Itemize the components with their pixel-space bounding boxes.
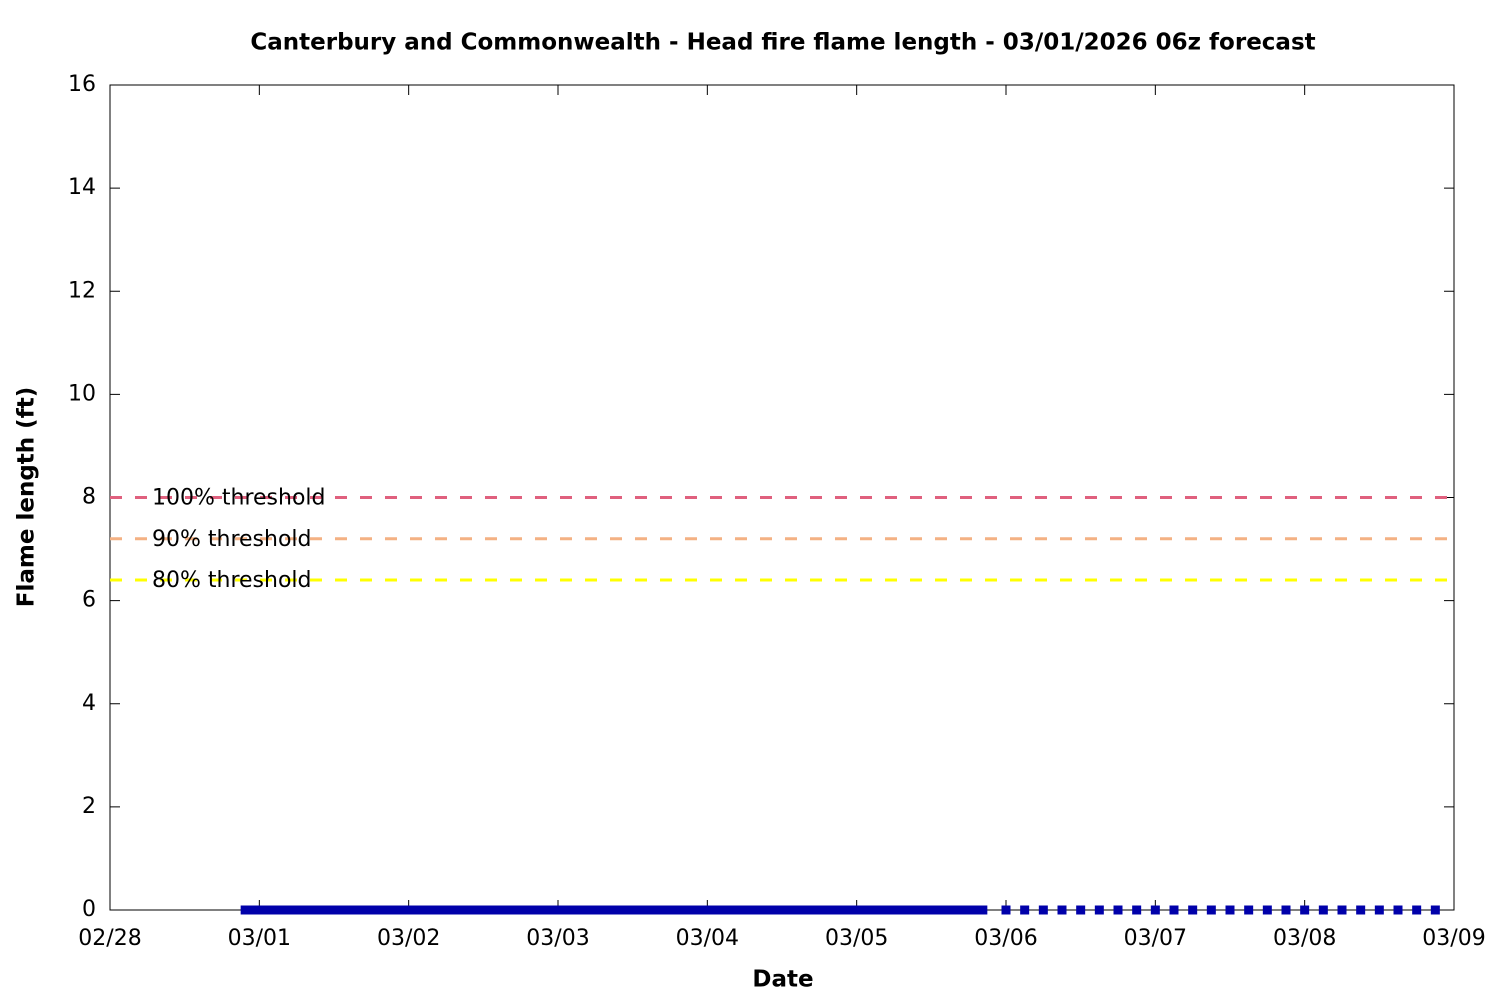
y-tick-label: 0: [82, 897, 96, 922]
data-point: [1337, 905, 1347, 915]
x-tick-label: 03/08: [1273, 926, 1336, 951]
data-point: [1300, 905, 1310, 915]
data-point: [1262, 905, 1272, 915]
data-point: [1356, 905, 1366, 915]
y-axis-label: Flame length (ft): [14, 387, 40, 607]
x-tick-label: 03/05: [825, 926, 888, 951]
y-tick-label: 16: [68, 72, 96, 97]
y-tick-label: 2: [82, 794, 96, 819]
x-tick-label: 03/02: [377, 926, 440, 951]
data-point: [1244, 905, 1254, 915]
data-point: [1188, 905, 1198, 915]
x-tick-label: 03/06: [974, 926, 1037, 951]
data-point: [1412, 905, 1422, 915]
data-point: [1281, 905, 1291, 915]
y-tick-label: 4: [82, 691, 96, 716]
data-point: [1150, 905, 1160, 915]
x-tick-label: 02/28: [78, 926, 141, 951]
data-point: [1132, 905, 1142, 915]
data-point: [1001, 905, 1011, 915]
y-tick-label: 8: [82, 485, 96, 510]
data-point: [1318, 905, 1328, 915]
data-point: [1225, 905, 1235, 915]
chart-title: Canterbury and Commonwealth - Head fire …: [250, 30, 1315, 56]
x-tick-label: 03/09: [1422, 926, 1485, 951]
x-tick-label: 03/07: [1124, 926, 1187, 951]
data-point: [1113, 905, 1123, 915]
x-tick-label: 03/01: [228, 926, 291, 951]
threshold-label: 100% threshold: [152, 486, 326, 511]
data-point: [1057, 905, 1067, 915]
y-tick-label: 14: [68, 175, 96, 200]
y-tick-label: 12: [68, 278, 96, 303]
y-tick-label: 10: [68, 381, 96, 406]
data-point: [1094, 905, 1104, 915]
x-tick-label: 03/03: [526, 926, 589, 951]
data-point: [1076, 905, 1086, 915]
x-axis-label: Date: [752, 967, 813, 993]
threshold-label: 90% threshold: [152, 527, 312, 552]
threshold-label: 80% threshold: [152, 568, 312, 593]
data-point: [1393, 905, 1403, 915]
data-point: [1430, 905, 1440, 915]
data-point: [1169, 905, 1179, 915]
x-tick-label: 03/04: [676, 926, 739, 951]
data-point: [1206, 905, 1216, 915]
data-point: [1020, 905, 1030, 915]
data-point: [1374, 905, 1384, 915]
data-point: [1038, 905, 1048, 915]
y-tick-label: 6: [82, 588, 96, 613]
